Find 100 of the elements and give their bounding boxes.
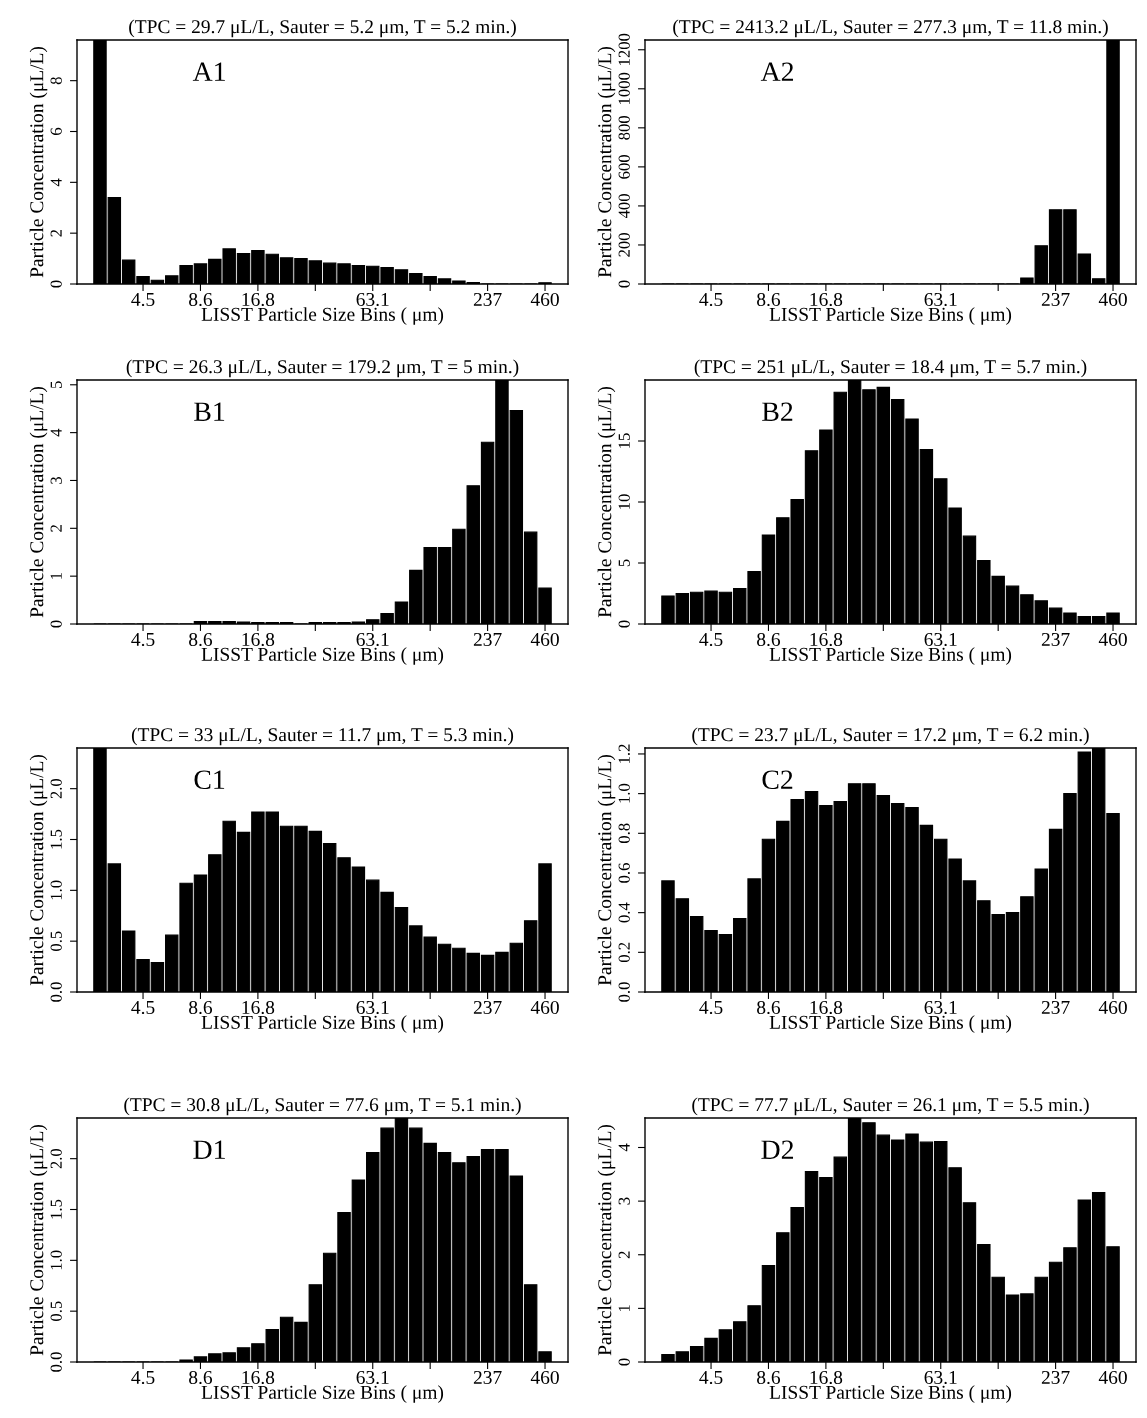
y-tick-label: 0.8	[618, 823, 630, 844]
annotation: A2	[760, 62, 794, 81]
y-tick-label: 0.5	[50, 931, 62, 951]
x-tick-label: 460	[530, 1370, 559, 1385]
y-tick-label: 2.0	[50, 1148, 62, 1169]
x-tick-label: 16.8	[810, 1000, 843, 1015]
x-tick-label: 16.8	[810, 632, 843, 647]
y-tick-label: 8	[50, 77, 62, 85]
y-tick-label: 1	[50, 572, 62, 579]
x-tick-label: 8.6	[757, 292, 781, 307]
y-tick-label: 800	[618, 115, 630, 140]
x-tick-label: 4.5	[699, 633, 723, 647]
x-tick-label: 63.1	[356, 632, 389, 647]
x-tick-label: 63.1	[924, 1370, 957, 1385]
y-tick-label: 5	[50, 381, 62, 388]
x-tick-label: 63.1	[924, 292, 957, 307]
y-tick-label: 15	[618, 433, 630, 448]
chart-title: (TPC = 77.7 μL/L, Sauter = 26.1 μm, T = 5.5 min.)	[692, 1097, 1089, 1116]
x-tick-label: 237	[1041, 1370, 1070, 1385]
x-tick-label: 8.6	[757, 1370, 781, 1385]
x-tick-label: 237	[1041, 632, 1070, 647]
chart-title: (TPC = 30.8 μL/L, Sauter = 77.6 μm, T = 5.1 min.)	[124, 1097, 521, 1116]
x-tick-label: 4.5	[131, 293, 155, 307]
x-tick-label: 4.5	[699, 293, 723, 307]
chart-title: (TPC = 33 μL/L, Sauter = 11.7 μm, T = 5.3 min.)	[131, 727, 514, 746]
annotation: C1	[194, 770, 225, 790]
x-tick-label: 8.6	[189, 1370, 213, 1385]
y-axis-title: Particle Concentration (μL/L)	[29, 386, 48, 618]
y-tick-label: 2	[50, 525, 62, 532]
y-tick-label: 2	[50, 229, 62, 237]
x-axis-title: LISST Particle Size Bins ( μm)	[769, 1385, 1012, 1403]
y-tick-label: 0	[618, 1358, 630, 1366]
y-tick-label: 200	[618, 233, 630, 257]
x-tick-label: 460	[530, 292, 559, 307]
x-tick-label: 16.8	[242, 632, 275, 647]
y-tick-label: 10	[618, 494, 630, 509]
chart-title: (TPC = 2413.2 μL/L, Sauter = 277.3 μm, T = 11.8 min.)	[673, 19, 1108, 38]
x-tick-label: 4.5	[699, 1371, 723, 1385]
y-tick-label: 3	[50, 476, 62, 484]
y-tick-label: 2.0	[50, 778, 62, 799]
x-tick-label: 16.8	[810, 1370, 843, 1385]
y-tick-label: 1.0	[50, 1250, 62, 1270]
x-tick-label: 237	[1041, 292, 1070, 307]
annotation: D2	[761, 1140, 794, 1159]
x-tick-label: 4.5	[699, 1001, 723, 1015]
x-tick-label: 8.6	[757, 632, 781, 647]
x-tick-label: 460	[530, 1000, 559, 1015]
y-tick-label: 1.0	[618, 783, 630, 803]
y-axis-title: Particle Concentration (μL/L)	[597, 46, 616, 278]
x-axis-title: LISST Particle Size Bins ( μm)	[769, 1015, 1012, 1033]
y-axis-title: Particle Concentration (μL/L)	[597, 754, 616, 986]
y-tick-label: 1.5	[50, 829, 62, 849]
y-axis-title: Particle Concentration (μL/L)	[29, 46, 48, 278]
y-tick-label: 0	[50, 620, 62, 628]
y-tick-label: 1.0	[50, 880, 62, 900]
y-tick-label: 0	[618, 280, 630, 288]
x-tick-label: 460	[1098, 632, 1127, 647]
annotation: A1	[192, 62, 225, 81]
annotation: B2	[762, 402, 793, 421]
annotation: D1	[193, 1140, 225, 1159]
x-axis-title: LISST Particle Size Bins ( μm)	[201, 647, 444, 665]
x-tick-label: 460	[1098, 1000, 1127, 1015]
y-tick-label: 6	[50, 127, 62, 135]
x-axis-title: LISST Particle Size Bins ( μm)	[201, 1385, 444, 1403]
x-axis-title: LISST Particle Size Bins ( μm)	[769, 647, 1012, 665]
y-tick-label: 0.0	[50, 1352, 62, 1372]
y-tick-label: 0	[618, 620, 630, 628]
x-tick-label: 16.8	[242, 292, 275, 307]
chart-title: (TPC = 23.7 μL/L, Sauter = 17.2 μm, T = 6.2 min.)	[692, 727, 1089, 746]
x-tick-label: 4.5	[131, 1371, 155, 1385]
x-tick-label: 237	[473, 292, 502, 307]
x-tick-label: 63.1	[356, 1370, 389, 1385]
x-tick-label: 8.6	[189, 292, 213, 307]
x-tick-label: 16.8	[242, 1000, 275, 1015]
chart-title: (TPC = 251 μL/L, Sauter = 18.4 μm, T = 5.7 min.)	[694, 359, 1087, 378]
y-tick-label: 0.5	[50, 1301, 62, 1321]
y-tick-label: 1000	[618, 72, 630, 104]
y-tick-label: 0.4	[618, 902, 630, 923]
y-axis-title: Particle Concentration (μL/L)	[597, 1124, 616, 1356]
y-tick-label: 1200	[618, 33, 630, 65]
y-tick-label: 4	[618, 1143, 630, 1152]
y-axis-title: Particle Concentration (μL/L)	[597, 386, 616, 618]
y-tick-label: 3	[618, 1197, 630, 1205]
x-tick-label: 16.8	[810, 292, 843, 307]
x-tick-label: 63.1	[924, 1000, 957, 1015]
x-tick-label: 8.6	[757, 1000, 781, 1015]
y-tick-label: 4	[50, 428, 62, 437]
y-tick-label: 1.2	[618, 744, 630, 763]
x-tick-label: 63.1	[356, 1000, 389, 1015]
y-tick-label: 600	[618, 155, 630, 179]
x-tick-label: 460	[1098, 292, 1127, 307]
y-tick-label: 4	[50, 178, 62, 187]
x-tick-label: 237	[473, 632, 502, 647]
x-tick-label: 460	[1098, 1370, 1127, 1385]
y-tick-label: 1	[618, 1305, 630, 1312]
x-tick-label: 4.5	[131, 633, 155, 647]
x-tick-label: 63.1	[924, 632, 957, 647]
x-tick-label: 63.1	[356, 292, 389, 307]
x-tick-label: 8.6	[189, 1000, 213, 1015]
y-axis-title: Particle Concentration (μL/L)	[29, 754, 48, 986]
